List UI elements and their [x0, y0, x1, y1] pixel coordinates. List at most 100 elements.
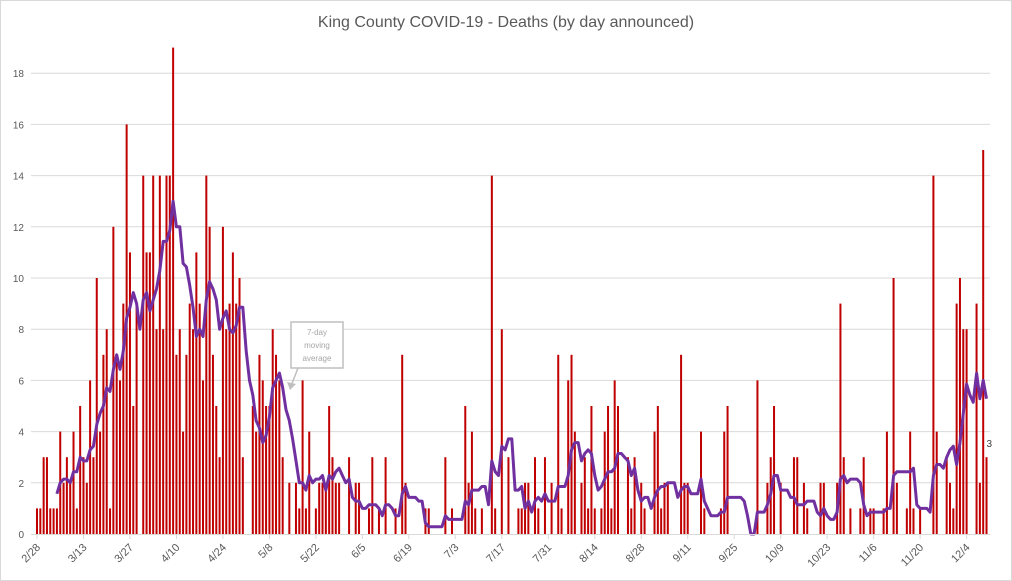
bar — [132, 406, 135, 534]
bar — [36, 508, 38, 534]
bar — [89, 380, 92, 534]
bar — [766, 482, 769, 534]
y-tick-label: 14 — [13, 172, 25, 183]
y-tick-label: 6 — [18, 376, 24, 387]
bar — [178, 329, 181, 534]
bar — [842, 457, 845, 534]
bar — [580, 482, 583, 534]
bar — [839, 303, 842, 534]
bar — [895, 482, 898, 534]
bar — [215, 406, 218, 534]
bar — [451, 508, 453, 534]
bar — [55, 508, 58, 534]
bar — [172, 47, 175, 534]
bar — [892, 278, 895, 534]
bar — [261, 380, 264, 534]
bar — [62, 482, 65, 534]
bar — [869, 508, 872, 534]
bar — [520, 508, 523, 534]
bar — [952, 508, 955, 534]
bar — [626, 457, 629, 534]
bar — [265, 406, 268, 534]
bar — [92, 457, 95, 534]
bar — [779, 482, 782, 534]
bar — [945, 457, 948, 534]
bar — [42, 457, 45, 534]
bar — [849, 508, 852, 534]
bar — [205, 175, 208, 534]
bar — [603, 431, 606, 534]
bar — [294, 482, 297, 534]
bar — [909, 431, 912, 534]
bar — [773, 406, 776, 534]
bar — [656, 406, 659, 534]
bar — [371, 457, 374, 534]
y-tick-label: 16 — [13, 120, 25, 131]
bar — [427, 508, 430, 534]
bar — [593, 508, 596, 534]
bar — [590, 406, 593, 534]
chart-title: King County COVID-19 - Deaths (by day an… — [318, 14, 694, 31]
bar — [935, 431, 938, 534]
bar — [494, 508, 497, 534]
bar — [128, 252, 131, 534]
bar — [726, 406, 729, 534]
bar — [328, 406, 331, 534]
bar — [630, 508, 633, 534]
bar — [298, 508, 301, 534]
y-tick-label: 12 — [13, 223, 25, 234]
bar — [208, 226, 211, 535]
annotation-line-1: 7-day — [307, 328, 327, 337]
bar — [135, 303, 138, 534]
bar — [221, 226, 224, 535]
bar — [919, 508, 922, 534]
bar — [444, 457, 447, 534]
bar — [617, 406, 619, 534]
bar — [99, 431, 102, 534]
bar — [49, 508, 52, 534]
bar — [338, 482, 341, 534]
y-tick-label: 10 — [13, 274, 25, 285]
bar — [470, 431, 473, 534]
bar — [251, 406, 254, 534]
bar — [115, 354, 118, 534]
bar — [228, 303, 231, 534]
bar — [872, 508, 875, 534]
bar — [985, 457, 988, 534]
annotation-callout: 7-day moving average — [287, 321, 344, 390]
bar — [281, 457, 284, 534]
bar — [660, 508, 663, 534]
bar — [65, 457, 68, 534]
bar — [723, 431, 726, 534]
bar — [195, 252, 198, 534]
y-tick-label: 4 — [18, 428, 24, 439]
bar — [480, 508, 483, 534]
bar — [231, 252, 234, 534]
bar — [175, 354, 178, 534]
bar — [885, 431, 888, 534]
bar — [550, 482, 553, 534]
bar — [703, 508, 706, 534]
bar — [162, 329, 165, 534]
bar — [643, 508, 646, 534]
bar — [142, 175, 145, 534]
last-value-label: 3 — [987, 439, 993, 450]
bar — [225, 329, 228, 534]
bar — [192, 329, 195, 534]
bar — [52, 508, 55, 534]
bar — [318, 482, 321, 534]
bar — [268, 406, 271, 534]
bar — [331, 457, 334, 534]
bar — [607, 406, 610, 534]
bar — [537, 508, 540, 534]
bar — [600, 508, 603, 534]
bar — [796, 457, 799, 534]
bar — [401, 354, 404, 534]
bar — [719, 508, 722, 534]
bar — [145, 252, 148, 534]
bar — [148, 252, 151, 534]
bar — [241, 457, 244, 534]
bar — [806, 508, 809, 534]
